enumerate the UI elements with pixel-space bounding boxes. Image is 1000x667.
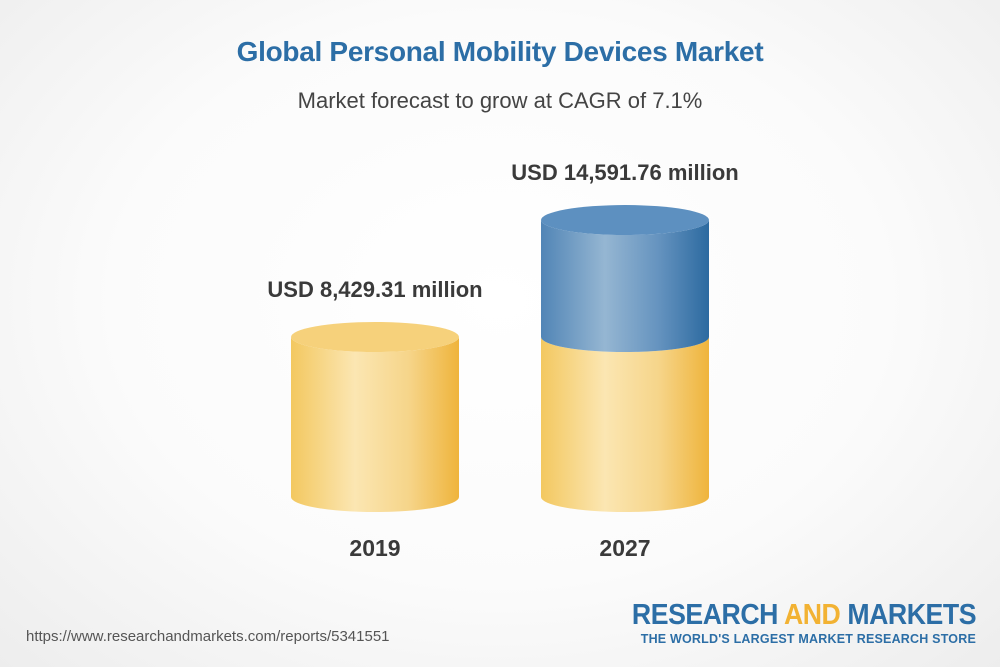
brand-tagline: THE WORLD'S LARGEST MARKET RESEARCH STOR… xyxy=(640,632,976,646)
bar-cylinder-top xyxy=(291,322,459,352)
bar-cylinder-body xyxy=(291,337,459,512)
chart-title: Global Personal Mobility Devices Market xyxy=(236,36,764,67)
brand-name-research: RESEARCH xyxy=(631,599,779,631)
bar-cylinder-top xyxy=(541,205,709,236)
brand-name-and: AND xyxy=(783,599,841,631)
category-label: 2019 xyxy=(349,535,400,561)
brand-name: RESEARCH AND MARKETS xyxy=(631,599,977,631)
cylinder-chart: USD 8,429.31 million 2019 USD 14,591.76 mi… xyxy=(267,160,738,561)
bar-2027 xyxy=(541,205,709,512)
brand-logo: RESEARCH AND MARKETS THE WORLD'S LARGEST… xyxy=(602,599,977,646)
data-label: USD 14,591.76 million xyxy=(511,160,738,185)
bar-2019 xyxy=(291,322,459,512)
bar-base-segment xyxy=(541,337,709,512)
chart-subtitle: Market forecast to grow at CAGR of 7.1% xyxy=(297,88,703,113)
source-url: https://www.researchandmarkets.com/repor… xyxy=(26,628,390,645)
bar-growth-segment xyxy=(541,220,709,352)
data-label: USD 8,429.31 million xyxy=(267,277,482,302)
brand-name-markets: MARKETS xyxy=(847,599,976,631)
category-label: 2027 xyxy=(599,535,650,561)
